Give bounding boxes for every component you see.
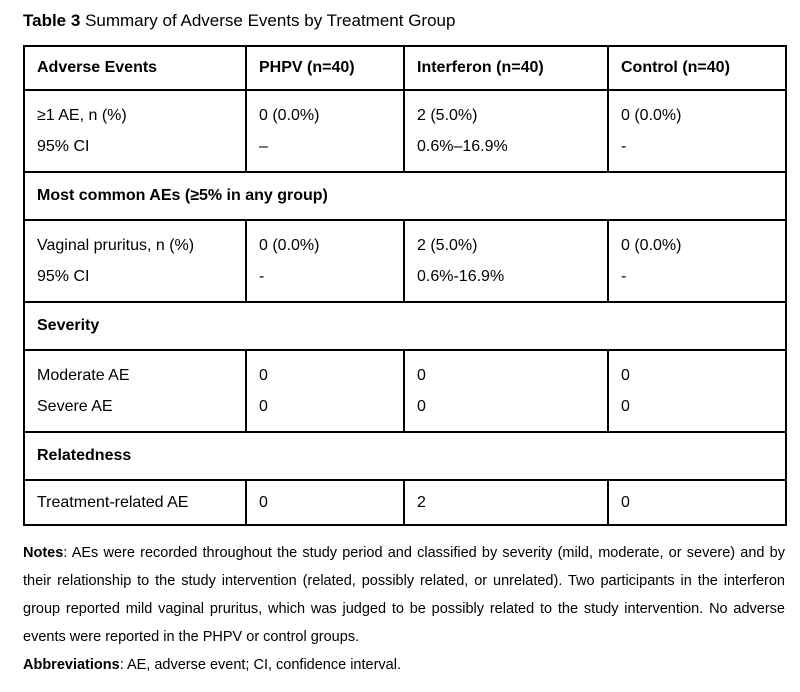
section-label-relatedness: Relatedness — [23, 431, 787, 481]
notes: Notes: AEs were recorded throughout the … — [23, 539, 785, 679]
section-row-severity: Severity — [23, 301, 787, 351]
cell-severity-interferon: 0 0 — [403, 349, 609, 433]
table-title-label: Table 3 — [23, 11, 81, 30]
cell-vaginal-pruritus-phpv: 0 (0.0%) - — [245, 219, 405, 303]
adverse-events-table: Adverse Events PHPV (n=40) Interferon (n… — [23, 45, 787, 526]
col-header-phpv: PHPV (n=40) — [245, 45, 405, 91]
col-header-adverse-events: Adverse Events — [23, 45, 247, 91]
cell-line: 0 (0.0%) — [621, 237, 682, 254]
cell-any-ae-control: 0 (0.0%) - — [607, 89, 787, 173]
cell-any-ae-interferon: 2 (5.0%) 0.6%–16.9% — [403, 89, 609, 173]
cell-line: 0.6%-16.9% — [417, 268, 505, 285]
section-row-relatedness: Relatedness — [23, 431, 787, 481]
cell-line: 0 — [259, 493, 268, 511]
col-header-control: Control (n=40) — [607, 45, 787, 91]
row-any-ae: ≥1 AE, n (%) 95% CI 0 (0.0%) – 2 (5.0%) … — [23, 89, 787, 173]
cell-line: – — [259, 138, 268, 155]
cell-line: Vaginal pruritus, n (%) — [37, 237, 195, 254]
cell-line: 0 — [621, 367, 630, 384]
table-title-text: Summary of Adverse Events by Treatment G… — [85, 11, 456, 30]
row-severity-counts: Moderate AE Severe AE 0 0 0 0 0 0 — [23, 349, 787, 433]
cell-any-ae-phpv: 0 (0.0%) – — [245, 89, 405, 173]
abbreviations-paragraph: Abbreviations: AE, adverse event; CI, co… — [23, 651, 785, 679]
section-label-most-common: Most common AEs (≥5% in any group) — [23, 171, 787, 221]
col-header-interferon: Interferon (n=40) — [403, 45, 609, 91]
abbreviations-text: : AE, adverse event; CI, confidence inte… — [119, 657, 401, 673]
cell-line: Severe AE — [37, 398, 113, 415]
row-vaginal-pruritus: Vaginal pruritus, n (%) 95% CI 0 (0.0%) … — [23, 219, 787, 303]
cell-line: Moderate AE — [37, 367, 130, 384]
section-row-most-common: Most common AEs (≥5% in any group) — [23, 171, 787, 221]
cell-treatment-related-phpv: 0 — [245, 479, 405, 526]
cell-any-ae-label: ≥1 AE, n (%) 95% CI — [23, 89, 247, 173]
cell-line: 95% CI — [37, 268, 90, 285]
table-title: Table 3 Summary of Adverse Events by Tre… — [23, 10, 785, 32]
cell-severity-control: 0 0 — [607, 349, 787, 433]
abbreviations-label: Abbreviations — [23, 657, 120, 673]
cell-line: - — [259, 268, 265, 285]
section-label-severity: Severity — [23, 301, 787, 351]
cell-vaginal-pruritus-label: Vaginal pruritus, n (%) 95% CI — [23, 219, 247, 303]
cell-vaginal-pruritus-control: 0 (0.0%) - — [607, 219, 787, 303]
cell-line: 0 — [621, 398, 630, 415]
cell-line: - — [621, 268, 627, 285]
cell-line: 2 (5.0%) — [417, 237, 478, 254]
notes-paragraph: Notes: AEs were recorded throughout the … — [23, 539, 785, 651]
cell-line: 0 — [259, 367, 268, 384]
cell-line: ≥1 AE, n (%) — [37, 107, 127, 124]
page: Table 3 Summary of Adverse Events by Tre… — [23, 10, 787, 679]
cell-treatment-related-label: Treatment-related AE — [23, 479, 247, 526]
header-row: Adverse Events PHPV (n=40) Interferon (n… — [23, 45, 787, 91]
cell-line: - — [621, 138, 627, 155]
cell-line: 2 (5.0%) — [417, 107, 478, 124]
cell-line: 0 (0.0%) — [621, 107, 682, 124]
cell-line: 2 — [417, 493, 426, 511]
cell-line: 95% CI — [37, 138, 90, 155]
cell-line: 0.6%–16.9% — [417, 138, 508, 155]
row-treatment-related: Treatment-related AE 0 2 0 — [23, 479, 787, 526]
cell-line: 0 (0.0%) — [259, 237, 320, 254]
cell-line: 0 — [621, 493, 630, 511]
notes-label: Notes — [23, 545, 64, 561]
cell-line: 0 — [417, 367, 426, 384]
cell-line: 0 (0.0%) — [259, 107, 320, 124]
notes-text: : AEs were recorded throughout the study… — [23, 545, 785, 645]
cell-severity-label: Moderate AE Severe AE — [23, 349, 247, 433]
cell-treatment-related-control: 0 — [607, 479, 787, 526]
cell-severity-phpv: 0 0 — [245, 349, 405, 433]
cell-line: 0 — [259, 398, 268, 415]
cell-vaginal-pruritus-interferon: 2 (5.0%) 0.6%-16.9% — [403, 219, 609, 303]
cell-line: 0 — [417, 398, 426, 415]
cell-line: Treatment-related AE — [37, 493, 189, 511]
cell-treatment-related-interferon: 2 — [403, 479, 609, 526]
